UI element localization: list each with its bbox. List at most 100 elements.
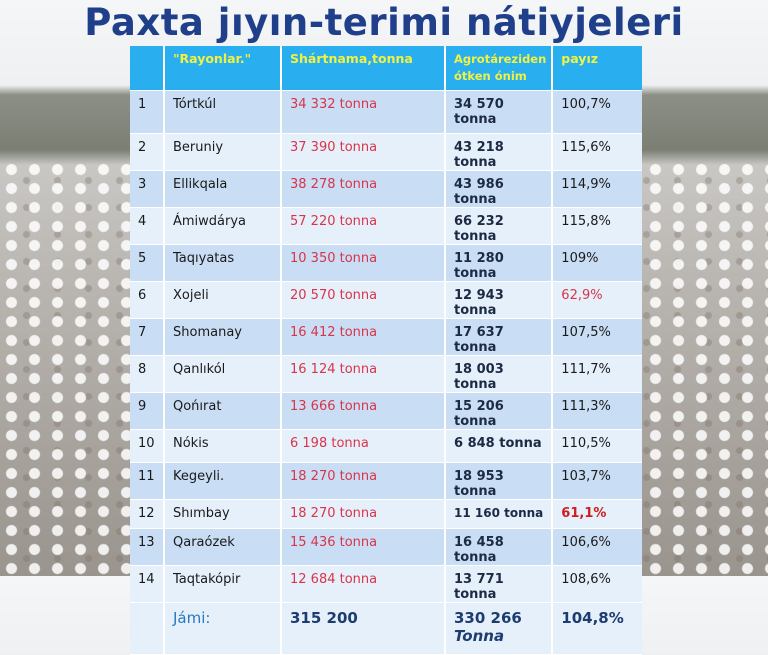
total-percent: 104,8%	[552, 602, 642, 655]
total-number	[130, 602, 165, 655]
passed-value: 12 943 tonna	[445, 281, 554, 319]
row-number: 13	[130, 528, 165, 566]
rayon-name: Ámiwdárya	[164, 207, 282, 245]
rayon-name: Taqıyatas	[164, 244, 282, 282]
total-passed-unit: Tonna	[454, 626, 505, 645]
header-passed: Agrotáreziden ótken ónim	[445, 46, 554, 91]
percent-value: 106,6%	[552, 528, 642, 566]
rayon-name: Nókis	[164, 429, 282, 463]
row-number: 10	[130, 429, 165, 463]
header-rayon: "Rayonlar."	[164, 46, 282, 91]
passed-value: 6 848 tonna	[445, 429, 554, 463]
row-number: 12	[130, 499, 165, 529]
rayon-name: Kegeyli.	[164, 462, 282, 500]
percent-value: 110,5%	[552, 429, 642, 463]
rayon-name: Taqtakópir	[164, 565, 282, 603]
table-row: 11 Kegeyli. 18 270 tonna 18 953 tonna 103,7%	[130, 462, 642, 500]
table-row: 1 Tórtkúl 34 332 tonna 34 570 tonna 100,7%	[130, 90, 642, 134]
table-row: 7 Shomanay 16 412 tonna 17 637 tonna 107,5%	[130, 318, 642, 356]
passed-value: 18 003 tonna	[445, 355, 554, 393]
passed-value: 34 570 tonna	[445, 90, 554, 134]
contract-value: 6 198 tonna	[281, 429, 446, 463]
contract-value: 57 220 tonna	[281, 207, 446, 245]
header-number	[130, 46, 165, 91]
contract-value: 15 436 tonna	[281, 528, 446, 566]
row-number: 2	[130, 133, 165, 171]
contract-value: 20 570 tonna	[281, 281, 446, 319]
row-number: 8	[130, 355, 165, 393]
contract-value: 18 270 tonna	[281, 462, 446, 500]
total-label: Jámi:	[164, 602, 282, 655]
row-number: 9	[130, 392, 165, 430]
rayon-name: Beruniy	[164, 133, 282, 171]
rayon-name: Qaraózek	[164, 528, 282, 566]
table-row: 13 Qaraózek 15 436 tonna 16 458 tonna 106,6%	[130, 528, 642, 566]
rayon-name: Tórtkúl	[164, 90, 282, 134]
rayon-name: Qanlıkól	[164, 355, 282, 393]
contract-value: 16 412 tonna	[281, 318, 446, 356]
contract-value: 38 278 tonna	[281, 170, 446, 208]
percent-value: 114,9%	[552, 170, 642, 208]
results-table: "Rayonlar." Shártnama,tonna Agrotárezide…	[130, 46, 642, 655]
passed-value: 66 232 tonna	[445, 207, 554, 245]
row-number: 11	[130, 462, 165, 500]
table-row: 10 Nókis 6 198 tonna 6 848 tonna 110,5%	[130, 429, 642, 463]
contract-value: 16 124 tonna	[281, 355, 446, 393]
header-contract: Shártnama,tonna	[281, 46, 446, 91]
rayon-name: Qońırat	[164, 392, 282, 430]
rayon-name: Shımbay	[164, 499, 282, 529]
header-percent: payız	[552, 46, 642, 91]
contract-value: 37 390 tonna	[281, 133, 446, 171]
percent-value: 115,8%	[552, 207, 642, 245]
table-row: 6 Xojeli 20 570 tonna 12 943 tonna 62,9%	[130, 281, 642, 319]
rayon-name: Xojeli	[164, 281, 282, 319]
passed-value: 16 458 tonna	[445, 528, 554, 566]
passed-value: 43 986 tonna	[445, 170, 554, 208]
percent-value: 107,5%	[552, 318, 642, 356]
passed-value: 15 206 tonna	[445, 392, 554, 430]
passed-value: 13 771 tonna	[445, 565, 554, 603]
percent-value: 108,6%	[552, 565, 642, 603]
row-number: 6	[130, 281, 165, 319]
passed-value: 43 218 tonna	[445, 133, 554, 171]
total-contract: 315 200	[281, 602, 446, 655]
contract-value: 10 350 tonna	[281, 244, 446, 282]
passed-value: 11 160 tonna	[445, 499, 554, 529]
total-passed: 330 266 Tonna	[445, 602, 554, 655]
row-number: 5	[130, 244, 165, 282]
percent-value: 61,1%	[552, 499, 642, 529]
table-row: 3 Ellikqala 38 278 tonna 43 986 tonna 114,9%	[130, 170, 642, 208]
rayon-name: Shomanay	[164, 318, 282, 356]
table-row: 12 Shımbay 18 270 tonna 11 160 tonna 61,1%	[130, 499, 642, 529]
table-row: 5 Taqıyatas 10 350 tonna 11 280 tonna 109%	[130, 244, 642, 282]
passed-value: 11 280 tonna	[445, 244, 554, 282]
table-row: 9 Qońırat 13 666 tonna 15 206 tonna 111,3%	[130, 392, 642, 430]
percent-value: 100,7%	[552, 90, 642, 134]
percent-value: 115,6%	[552, 133, 642, 171]
contract-value: 18 270 tonna	[281, 499, 446, 529]
table-row: 4 Ámiwdárya 57 220 tonna 66 232 tonna 115,8%	[130, 207, 642, 245]
table-row: 8 Qanlıkól 16 124 tonna 18 003 tonna 111,7%	[130, 355, 642, 393]
percent-value: 109%	[552, 244, 642, 282]
row-number: 7	[130, 318, 165, 356]
contract-value: 13 666 tonna	[281, 392, 446, 430]
percent-value: 103,7%	[552, 462, 642, 500]
rayon-name: Ellikqala	[164, 170, 282, 208]
contract-value: 12 684 tonna	[281, 565, 446, 603]
total-passed-value: 330 266	[454, 608, 522, 627]
slide-title: Paxta jıyın-terimi nátiyjeleri	[84, 1, 684, 44]
table-row: 14 Taqtakópir 12 684 tonna 13 771 tonna 108,…	[130, 565, 642, 603]
percent-value: 111,3%	[552, 392, 642, 430]
passed-value: 18 953 tonna	[445, 462, 554, 500]
row-number: 3	[130, 170, 165, 208]
contract-value: 34 332 tonna	[281, 90, 446, 134]
row-number: 14	[130, 565, 165, 603]
table-header-row: "Rayonlar." Shártnama,tonna Agrotárezide…	[130, 46, 642, 91]
table-row: 2 Beruniy 37 390 tonna 43 218 tonna 115,6%	[130, 133, 642, 171]
passed-value: 17 637 tonna	[445, 318, 554, 356]
percent-value: 111,7%	[552, 355, 642, 393]
total-row: Jámi: 315 200 330 266 Tonna 104,8%	[130, 602, 642, 655]
row-number: 1	[130, 90, 165, 134]
percent-value: 62,9%	[552, 281, 642, 319]
row-number: 4	[130, 207, 165, 245]
